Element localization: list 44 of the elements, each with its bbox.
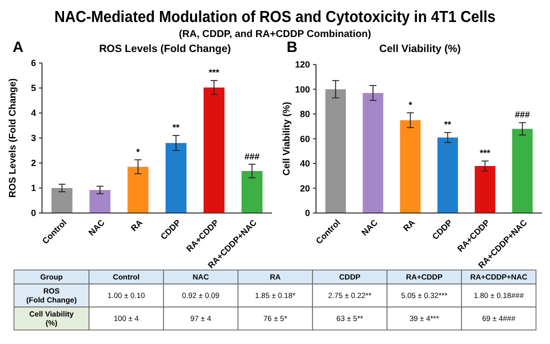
annotation: * [408, 100, 413, 110]
y-tick-label: 20 [300, 183, 310, 194]
bar [166, 143, 186, 213]
annotation: *** [480, 148, 491, 158]
annotation: ** [444, 120, 452, 130]
chart-title: Cell Viability (%) [379, 43, 461, 55]
bar [128, 166, 148, 213]
x-tick-label: RA [401, 217, 417, 234]
bar [474, 166, 496, 213]
y-tick-label: 80 [300, 109, 310, 120]
bar [362, 92, 384, 213]
y-tick-label: 3 [30, 133, 36, 144]
annotation: ### [514, 110, 530, 120]
x-tick-label: RA [128, 217, 145, 234]
bar [204, 88, 224, 213]
y-tick-label: 4 [30, 108, 36, 118]
annotation: * [136, 146, 140, 157]
y-tick-label: 2 [30, 158, 36, 168]
text: (RA, CDDP, and RA+CDDP Combination) [178, 29, 372, 40]
bar [90, 190, 110, 213]
y-tick-label: 100 [294, 84, 310, 94]
text: B [286, 39, 298, 56]
annotation: ** [172, 122, 180, 132]
y-tick-label: 120 [294, 60, 310, 70]
y-tick-label: 6 [30, 58, 36, 68]
bar [242, 171, 262, 213]
chart-title: ROS Levels (Fold Change) [99, 43, 231, 55]
annotation: ### [244, 151, 260, 162]
bar [52, 188, 72, 213]
y-tick-label: 1 [30, 183, 36, 194]
y-axis-title: Cell Viability (%) [281, 102, 292, 176]
y-tick-label: 0 [30, 208, 36, 218]
y-tick-label: 0 [304, 208, 310, 218]
y-tick-label: 60 [300, 134, 310, 144]
annotation: *** [208, 68, 220, 78]
y-tick-label: 40 [300, 158, 310, 169]
bar [437, 138, 458, 213]
bar [400, 120, 421, 213]
bar [325, 89, 346, 213]
bar [512, 128, 533, 213]
y-tick-label: 5 [30, 83, 36, 94]
text: A [12, 39, 24, 56]
text: NAC-Mediated Modulation of ROS and Cytotoxicity in 4T1 Cells [54, 8, 496, 26]
y-axis-title: ROS Levels (Fold Change) [7, 78, 18, 198]
